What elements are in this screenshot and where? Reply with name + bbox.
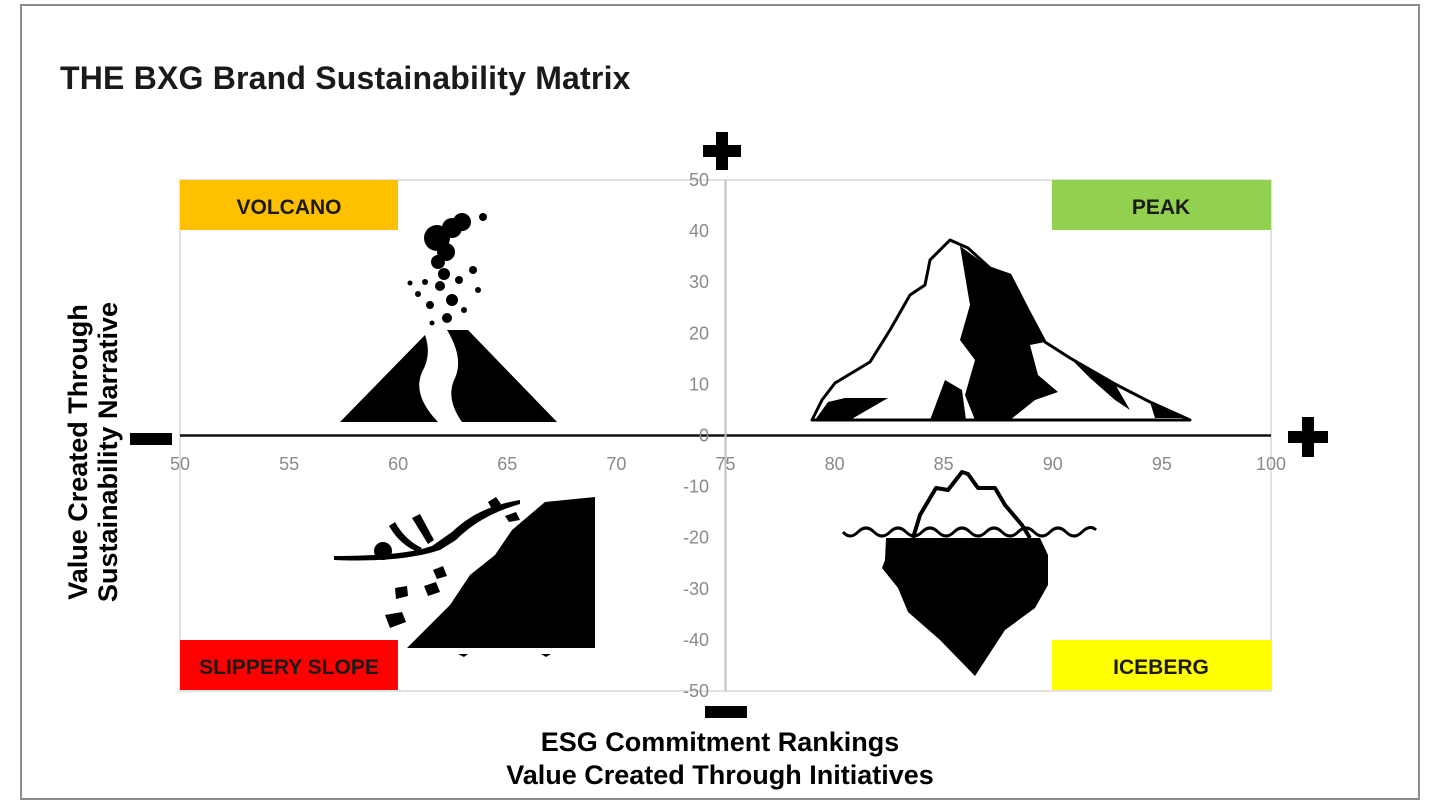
x-tick-label: 65 — [497, 454, 517, 474]
quadrant-label-volcano-text: VOLCANO — [237, 196, 342, 219]
quadrant-label-iceberg-text: ICEBERG — [1113, 656, 1209, 679]
x-tick-label: 85 — [934, 454, 954, 474]
mountain-peak-icon — [810, 238, 1192, 422]
quadrant-label-slippery-slope-text: SLIPPERY SLOPE — [199, 656, 379, 679]
x-axis-title-line2: Value Created Through Initiatives — [506, 760, 934, 790]
y-tick-label: 30 — [689, 272, 709, 292]
y-tick-label: 20 — [689, 323, 709, 343]
quadrant-label-iceberg: ICEBERG — [1052, 640, 1271, 690]
quadrant-badge-iceberg — [1052, 640, 1271, 690]
x-tick-label: 80 — [825, 454, 845, 474]
y-tick-label: 50 — [689, 170, 709, 190]
quadrant-label-peak-text: PEAK — [1132, 196, 1190, 219]
minus-icon-left — [130, 433, 172, 445]
quadrant-label-peak: PEAK — [1052, 180, 1271, 230]
y-tick-label: -50 — [683, 681, 709, 701]
y-tick-label: 40 — [689, 221, 709, 241]
x-axis-ticks: 50 55 60 65 70 75 80 85 90 95 100 — [170, 454, 1286, 474]
quadrant-badge-volcano — [180, 180, 398, 230]
page-title: THE BXG Brand Sustainability Matrix — [60, 60, 631, 96]
x-tick-label: 70 — [606, 454, 626, 474]
x-tick-label: 75 — [715, 454, 735, 474]
quadrant-badge-slippery-slope — [180, 640, 398, 690]
volcano-icon — [340, 213, 557, 422]
y-tick-label: -20 — [683, 528, 709, 548]
y-tick-label: -40 — [683, 630, 709, 650]
y-axis-title: Value Created Through Sustainability Nar… — [63, 302, 123, 602]
y-axis-title-line2: Sustainability Narrative — [93, 302, 123, 602]
falling-person-icon — [334, 497, 595, 657]
minus-icon-bottom — [705, 706, 747, 718]
x-tick-label: 60 — [388, 454, 408, 474]
x-tick-label: 95 — [1152, 454, 1172, 474]
y-axis-title-line1: Value Created Through — [63, 304, 93, 600]
plus-icon-right — [1288, 417, 1328, 457]
x-axis-title-line1: ESG Commitment Rankings — [541, 727, 900, 757]
plus-icon-top — [703, 132, 741, 170]
quadrant-label-slippery-slope: SLIPPERY SLOPE — [180, 640, 398, 690]
y-tick-label: -10 — [683, 477, 709, 497]
x-tick-label: 100 — [1256, 454, 1286, 474]
y-tick-label: -30 — [683, 579, 709, 599]
x-tick-label: 90 — [1043, 454, 1063, 474]
iceberg-icon — [841, 470, 1098, 676]
quadrant-label-volcano: VOLCANO — [180, 180, 398, 230]
y-axis-ticks: 50 40 30 20 10 0 -10 -20 -30 -40 -50 — [683, 170, 709, 701]
y-tick-label: 0 — [699, 426, 709, 446]
quadrant-badge-peak — [1052, 180, 1271, 230]
x-tick-label: 50 — [170, 454, 190, 474]
x-tick-label: 55 — [279, 454, 299, 474]
y-tick-label: 10 — [689, 374, 709, 394]
